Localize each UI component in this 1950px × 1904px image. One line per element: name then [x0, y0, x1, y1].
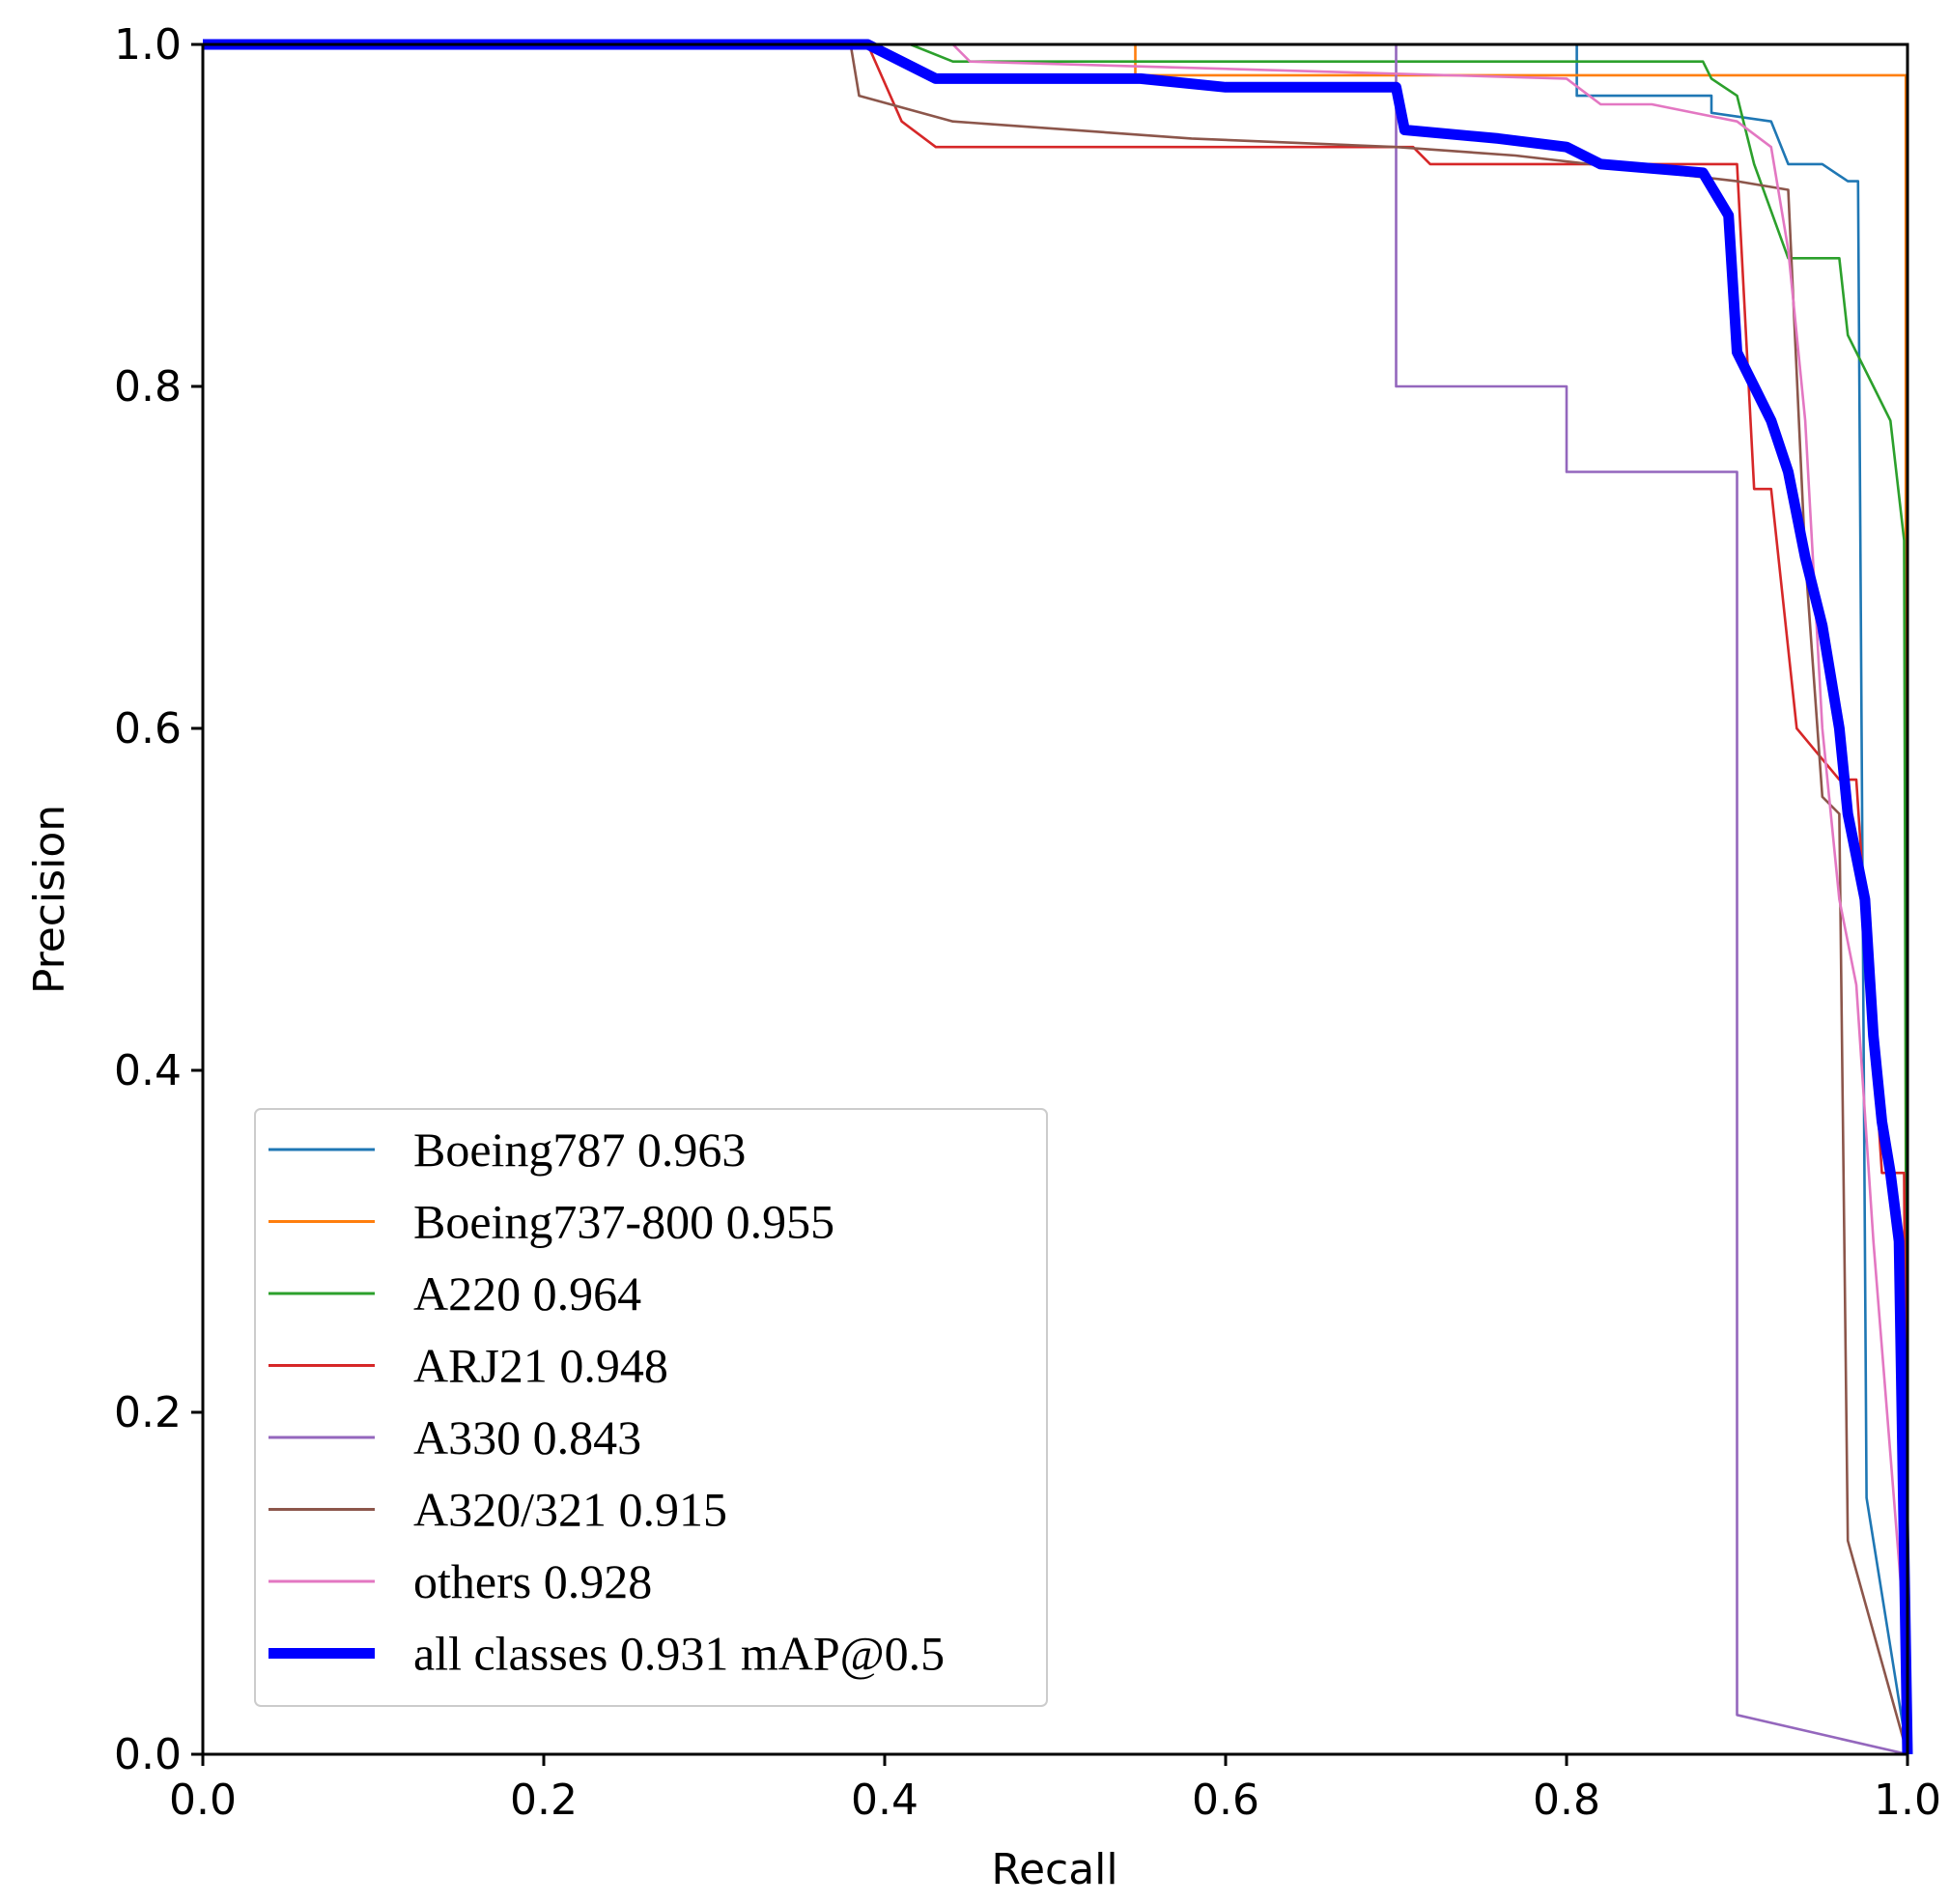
y-tick-label: 1.0 — [114, 20, 182, 70]
x-tick-label: 0.8 — [1533, 1776, 1600, 1825]
x-tick-label: 0.6 — [1192, 1776, 1259, 1825]
legend: Boeing787 0.963 Boeing737-800 0.955 A220 0… — [254, 1108, 1048, 1707]
series-line-others — [203, 43, 1909, 1669]
x-tick-label: 0.4 — [851, 1776, 918, 1825]
legend-label: A330 0.843 — [413, 1410, 641, 1464]
x-axis-label: Recall — [991, 1845, 1117, 1894]
y-tick-label: 0.0 — [114, 1730, 182, 1779]
series-line-all-classes — [203, 39, 1913, 1755]
y-tick-label: 0.2 — [114, 1388, 182, 1437]
y-tick-label: 0.8 — [114, 362, 182, 412]
y-axis-label: Precision — [25, 805, 74, 994]
legend-label: Boeing787 0.963 — [413, 1123, 746, 1177]
legend-label: Boeing737-800 0.955 — [413, 1195, 834, 1249]
axis-ticks: 0.0 0.2 0.4 0.6 0.8 1.0 0.0 0.2 0.4 0.6 0.8 1.0 — [114, 20, 1941, 1825]
legend-box — [254, 1108, 1048, 1707]
x-tick-label: 1.0 — [1874, 1776, 1941, 1825]
legend-label: ARJ21 0.948 — [413, 1339, 668, 1393]
legend-label: A220 0.964 — [413, 1266, 641, 1321]
legend-label: all classes 0.931 mAP@0.5 — [413, 1627, 945, 1681]
series-line-a220 — [203, 43, 1909, 1755]
legend-label: A320/321 0.915 — [413, 1483, 727, 1537]
y-tick-label: 0.6 — [114, 704, 182, 753]
x-tick-label: 0.0 — [169, 1776, 237, 1825]
y-tick-label: 0.4 — [114, 1046, 182, 1095]
legend-label: others 0.928 — [413, 1554, 652, 1608]
plot-area-frame — [201, 43, 1909, 1756]
x-tick-label: 0.2 — [510, 1776, 578, 1825]
